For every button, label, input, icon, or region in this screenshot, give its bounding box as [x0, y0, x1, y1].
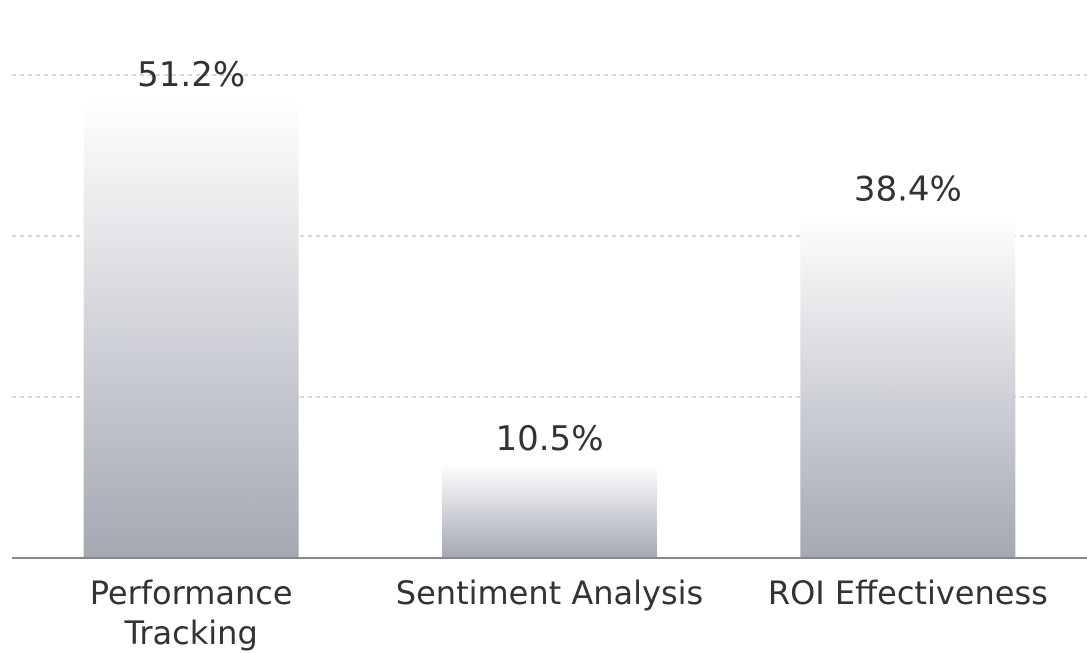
- value-label: 10.5%: [495, 419, 603, 459]
- x-tick-label: ROI Effectiveness: [767, 574, 1048, 612]
- value-label: 38.4%: [854, 170, 962, 210]
- x-tick-label: Sentiment Analysis: [395, 574, 704, 612]
- bar: [442, 464, 657, 558]
- x-tick-label: Performance Tracking: [89, 574, 293, 652]
- bar: [800, 214, 1016, 559]
- bar: [83, 100, 299, 559]
- value-label: 51.2%: [137, 55, 245, 95]
